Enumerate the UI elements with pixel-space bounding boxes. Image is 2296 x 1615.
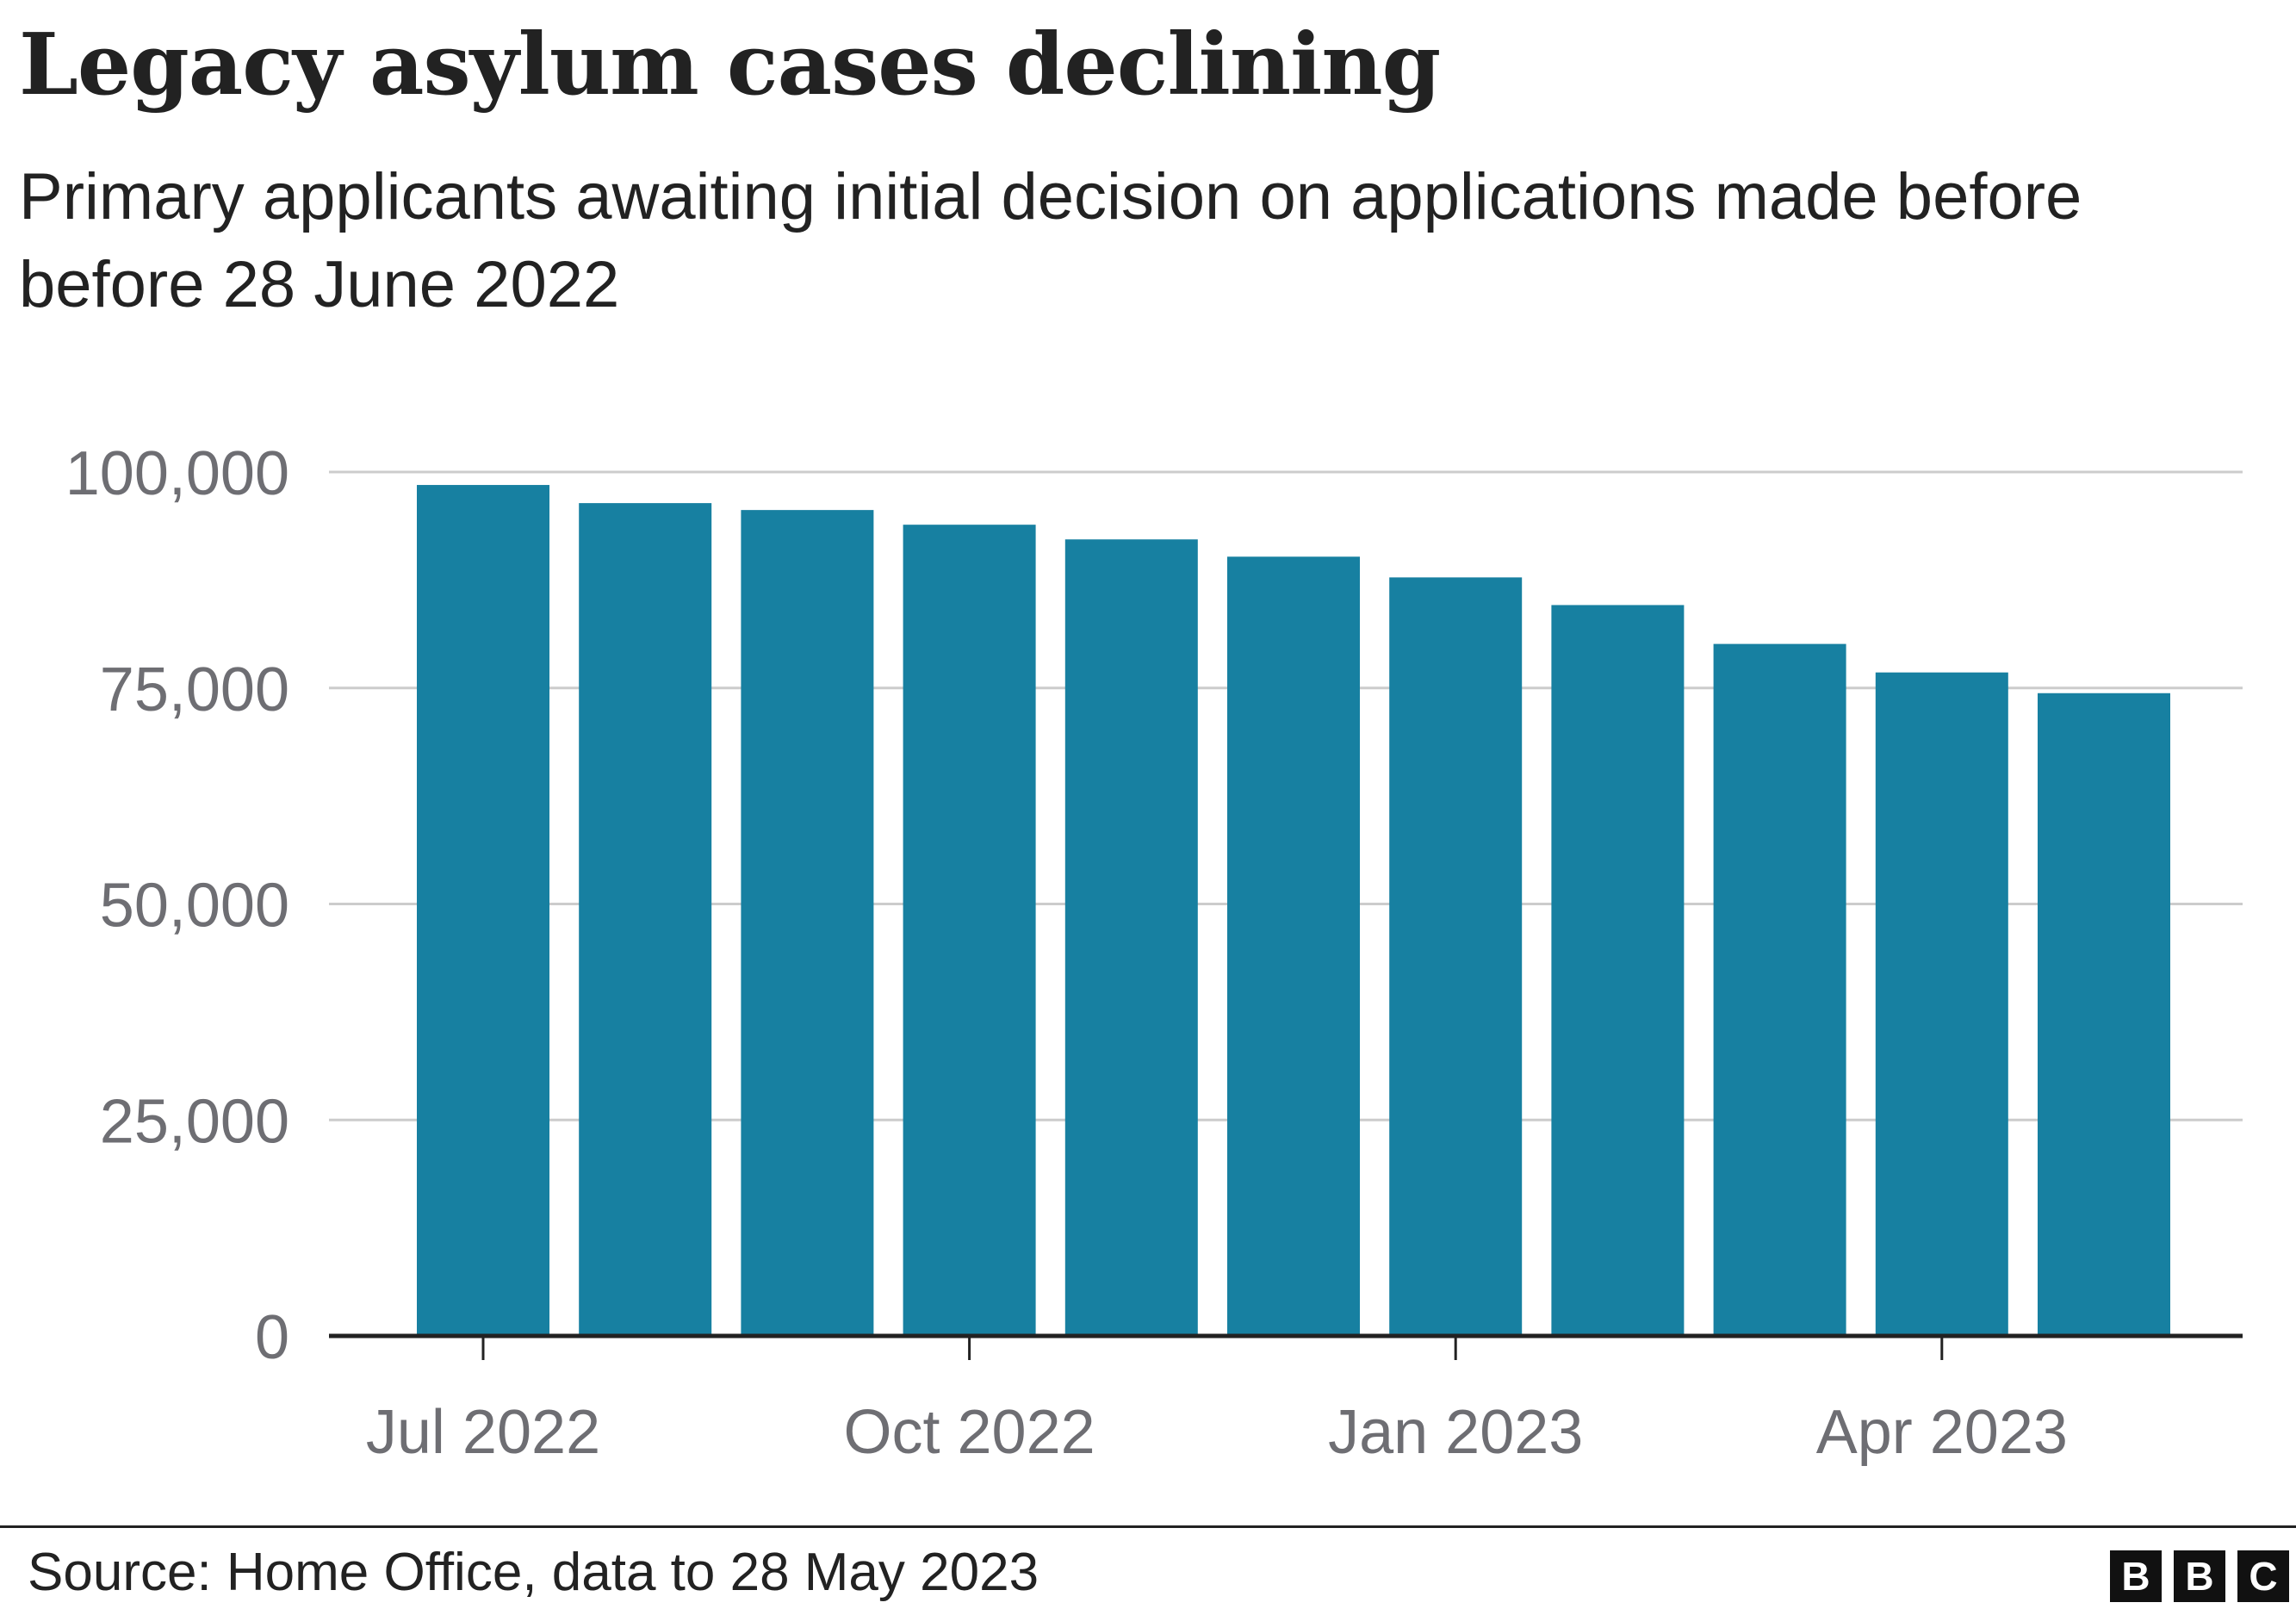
bar xyxy=(1064,539,1198,1336)
logo-letter-b2: B xyxy=(2174,1550,2225,1602)
bar xyxy=(2038,693,2170,1336)
y-tick-label: 25,000 xyxy=(100,1087,289,1156)
y-tick-label: 0 xyxy=(255,1303,289,1372)
bar-chart: 0 25,000 50,000 75,000 100,000 Jul 2022 Oct 20… xyxy=(65,439,2243,1467)
x-tick-label: Apr 2023 xyxy=(1816,1398,2068,1467)
bar xyxy=(579,503,712,1336)
bbc-logo: B B C xyxy=(2110,1550,2289,1602)
chart-title: Legacy asylum cases declining xyxy=(19,16,1441,115)
chart-subtitle: Primary applicants awaiting initial deci… xyxy=(19,160,2082,321)
logo-letter-b1: B xyxy=(2110,1550,2162,1602)
logo-letter-c: C xyxy=(2237,1550,2289,1602)
x-tick-label: Oct 2022 xyxy=(844,1398,1095,1467)
footer-divider xyxy=(0,1525,2296,1528)
source-note: Source: Home Office, data to 28 May 2023 xyxy=(28,1543,1039,1602)
bar xyxy=(1875,672,2008,1336)
y-tick-label: 100,000 xyxy=(65,439,289,508)
bar xyxy=(417,485,549,1336)
x-tick-label: Jul 2022 xyxy=(366,1398,600,1467)
y-tick-label: 75,000 xyxy=(100,655,289,724)
bar xyxy=(903,525,1036,1336)
x-tick-label: Jan 2023 xyxy=(1328,1398,1583,1467)
bar xyxy=(1227,556,1360,1336)
bar xyxy=(1551,605,1685,1336)
y-tick-label: 50,000 xyxy=(100,872,289,941)
bar xyxy=(1389,577,1523,1336)
bar xyxy=(741,510,874,1336)
bar xyxy=(1713,643,1846,1336)
